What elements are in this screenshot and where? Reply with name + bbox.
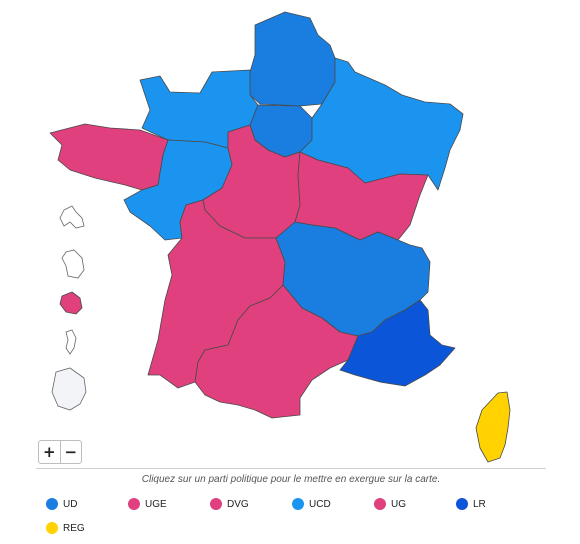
legend-label: UCD — [309, 498, 331, 510]
region-corse[interactable]: Corse — [475, 391, 511, 463]
legend-item-ud[interactable]: UD — [46, 498, 77, 510]
zoom-out-button[interactable]: − — [59, 441, 82, 463]
legend-dot — [374, 498, 386, 510]
legend-item-ucd[interactable]: UCD — [292, 498, 331, 510]
legend-dot — [456, 498, 468, 510]
legend-item-uge[interactable]: UGE — [128, 498, 167, 510]
legend-label: LR — [473, 498, 486, 510]
legend-label: UGE — [145, 498, 167, 510]
region-provence-alpes-cote-dazur[interactable]: Provence-Alpes-Côte d'Azur — [339, 299, 456, 387]
legend-dot — [210, 498, 222, 510]
legend-dot — [46, 498, 58, 510]
region-la-reunion[interactable]: La Réunion — [59, 291, 83, 315]
legend-item-dvg[interactable]: DVG — [210, 498, 249, 510]
france-regions-map: Hauts-de-France Normandie Île-de-France … — [49, 11, 511, 463]
zoom-controls: + − — [38, 440, 82, 464]
legend-item-ug[interactable]: UG — [374, 498, 406, 510]
legend-label: UG — [391, 498, 406, 510]
legend-item-lr[interactable]: LR — [456, 498, 486, 510]
region-bretagne[interactable]: Bretagne — [49, 123, 169, 191]
region-hauts-de-france[interactable]: Hauts-de-France — [249, 11, 336, 107]
legend-dot — [46, 522, 58, 534]
region-guyane[interactable]: Guyane — [51, 367, 87, 411]
zoom-in-button[interactable]: + — [42, 443, 56, 461]
legend-item-reg[interactable]: REG — [46, 522, 85, 534]
region-mayotte[interactable]: Mayotte — [65, 329, 77, 355]
legend-dot — [292, 498, 304, 510]
map-caption: Cliquez sur un parti politique pour le m… — [141, 474, 441, 485]
region-guadeloupe[interactable]: Guadeloupe — [59, 205, 85, 229]
legend-label: UD — [63, 498, 78, 510]
divider — [36, 468, 546, 469]
legend-dot — [128, 498, 140, 510]
legend-label: DVG — [227, 498, 249, 510]
legend-label: REG — [63, 522, 85, 534]
region-martinique[interactable]: Martinique — [61, 249, 85, 279]
